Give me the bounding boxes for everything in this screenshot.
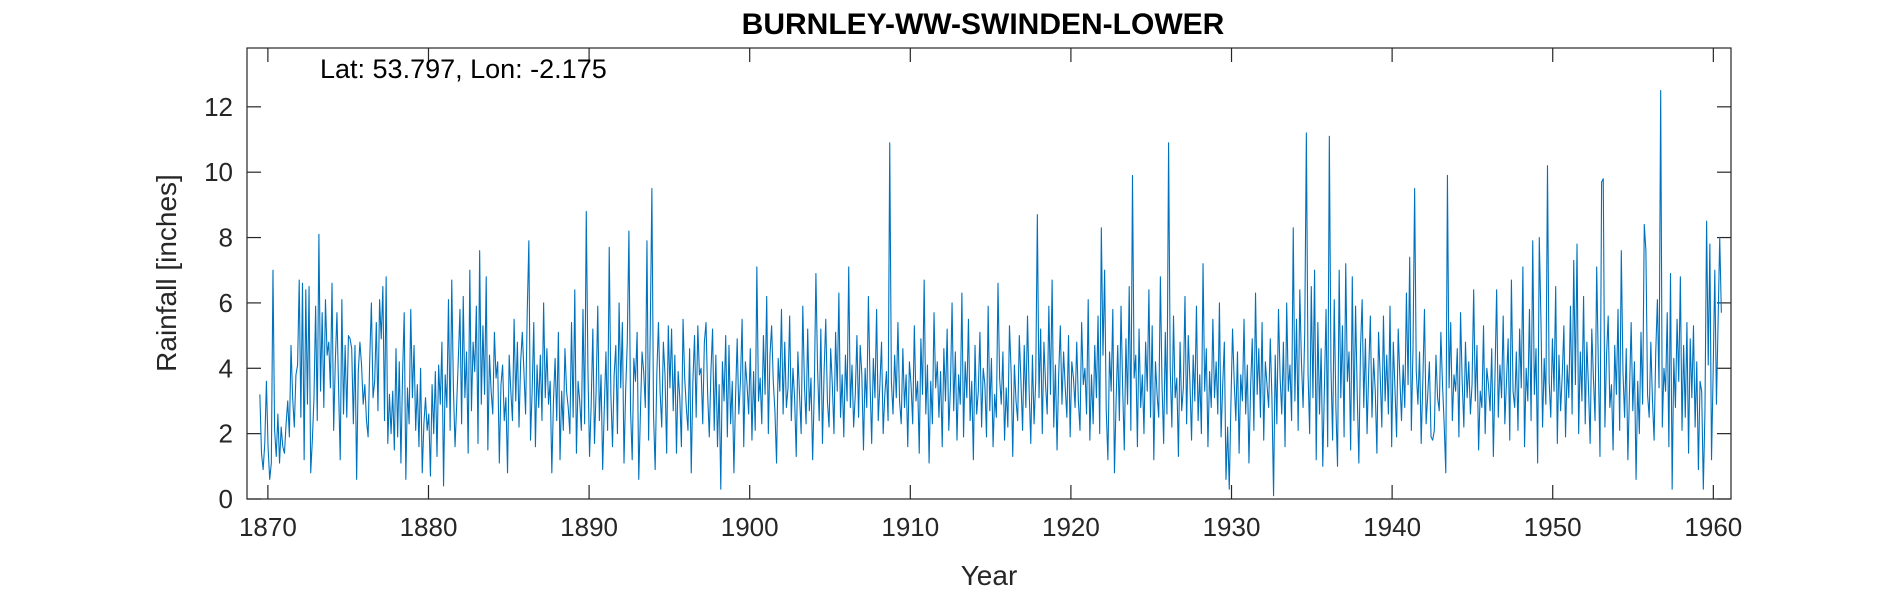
x-tick-label: 1870 — [239, 512, 297, 542]
x-tick-label: 1910 — [881, 512, 939, 542]
x-axis: 1870 1880 1890 1900 1910 1920 1930 1940 1950 1960 — [239, 48, 1742, 542]
x-tick-label: 1880 — [400, 512, 458, 542]
y-tick-label: 6 — [219, 288, 233, 318]
y-axis: 0 2 4 6 8 10 12 — [204, 92, 1731, 514]
y-axis-label: Rainfall [inches] — [151, 174, 182, 372]
rainfall-series-line — [259, 89, 1722, 497]
location-annotation: Lat: 53.797, Lon: -2.175 — [320, 54, 607, 84]
plot-area — [246, 47, 1732, 500]
y-tick-label: 2 — [219, 419, 233, 449]
x-tick-label: 1890 — [560, 512, 618, 542]
x-tick-label: 1900 — [721, 512, 779, 542]
y-tick-label: 4 — [219, 353, 233, 383]
chart-title: BURNLEY-WW-SWINDEN-LOWER — [742, 8, 1225, 41]
x-tick-label: 1930 — [1203, 512, 1261, 542]
x-tick-label: 1960 — [1684, 512, 1742, 542]
x-axis-label: Year — [961, 560, 1018, 591]
x-tick-label: 1940 — [1363, 512, 1421, 542]
y-tick-label: 0 — [219, 484, 233, 514]
y-tick-label: 8 — [219, 223, 233, 253]
y-tick-label: 10 — [204, 157, 233, 187]
y-tick-label: 12 — [204, 92, 233, 122]
x-tick-label: 1950 — [1524, 512, 1582, 542]
x-tick-label: 1920 — [1042, 512, 1100, 542]
